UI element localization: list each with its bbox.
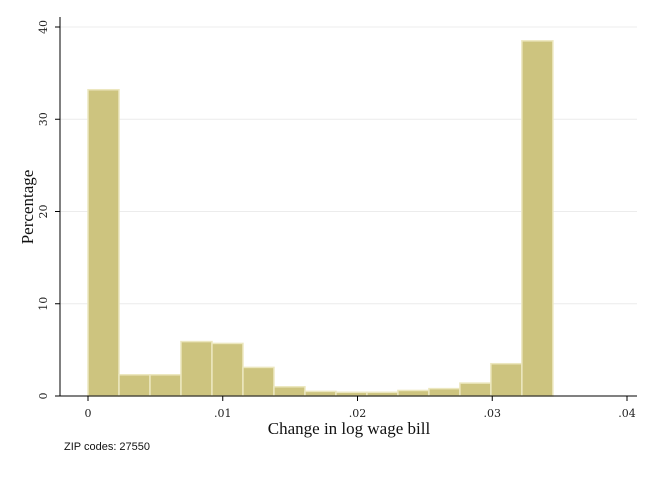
histogram-bar-9 [366, 391, 399, 397]
histogram-bar-0 [87, 88, 120, 397]
y-tick-label-0: 0 [37, 393, 50, 400]
y-tick-label-4: 40 [37, 20, 50, 34]
histogram-bar-6 [273, 386, 306, 397]
histogram-bar-5 [242, 366, 275, 397]
histogram-bar-1 [118, 374, 151, 397]
histogram-bar-3 [180, 340, 213, 397]
x-axis-title: Change in log wage bill [268, 419, 431, 438]
histogram-bar-11 [428, 387, 461, 397]
x-tick-label-4: .04 [618, 407, 636, 420]
x-tick-label-2: .02 [349, 407, 367, 420]
histogram-bar-13 [490, 362, 523, 397]
histogram-bar-12 [459, 382, 492, 397]
histogram-bar-4 [211, 342, 244, 397]
x-tick-label-0: 0 [85, 407, 92, 420]
histogram-bar-14 [521, 40, 554, 397]
y-axis-ticks: 0 10 20 30 40 [37, 20, 60, 400]
histogram-bar-10 [397, 389, 430, 397]
y-tick-label-3: 30 [37, 112, 50, 126]
x-axis-ticks: 0 .01 .02 .03 .04 [85, 396, 636, 420]
x-tick-label-1: .01 [214, 407, 232, 420]
y-tick-label-1: 10 [37, 297, 50, 311]
histogram-bar-7 [304, 390, 337, 397]
histogram-bars [87, 40, 554, 397]
x-tick-label-3: .03 [484, 407, 502, 420]
y-axis-title: Percentage [18, 170, 37, 245]
y-tick-label-2: 20 [37, 205, 50, 219]
histogram-bar-2 [149, 374, 182, 397]
sample-size-note: ZIP codes: 27550 [64, 441, 151, 453]
histogram-bar-8 [335, 391, 368, 397]
